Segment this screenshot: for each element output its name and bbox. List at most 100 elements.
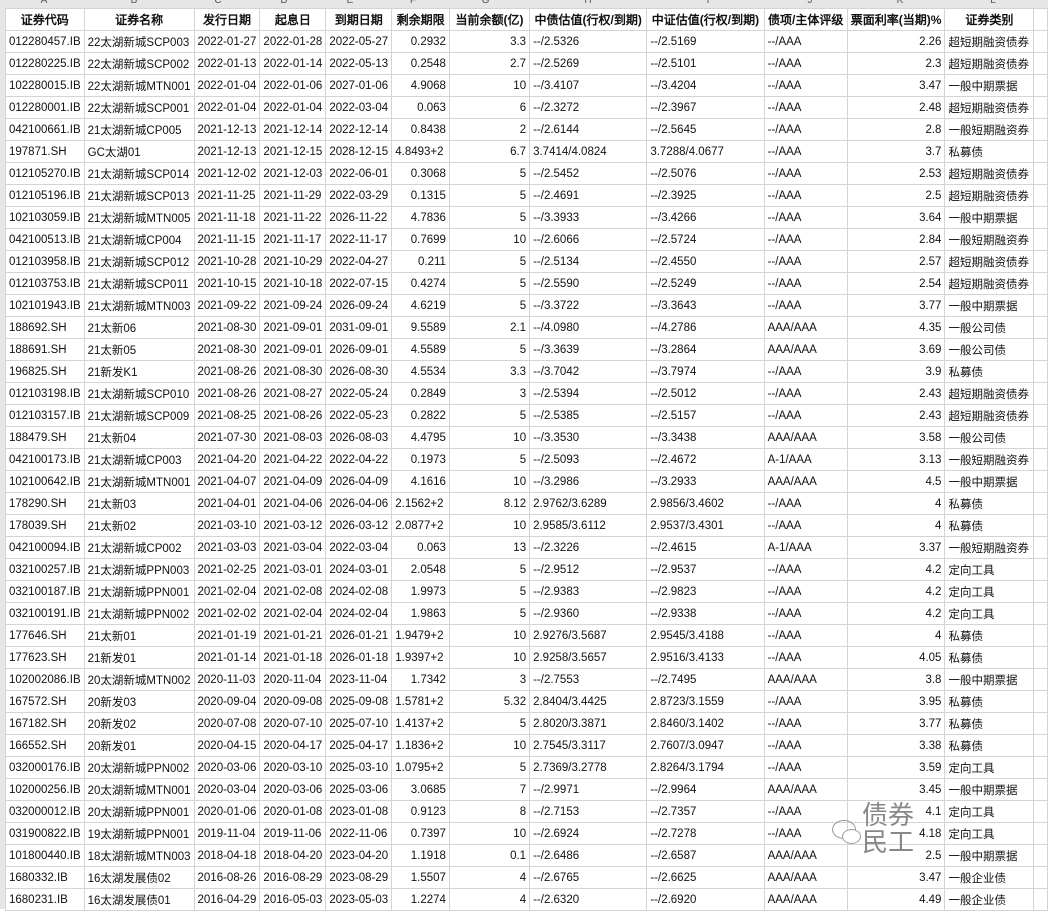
table-cell[interactable]: 2020-09-08	[259, 690, 327, 713]
table-cell[interactable]: 2016-05-03	[259, 888, 327, 911]
table-cell[interactable]: 0.8438	[391, 118, 450, 141]
table-cell[interactable]: --/3.3722	[529, 294, 648, 317]
table-cell[interactable]: AAA/AAA	[763, 866, 848, 889]
table-cell[interactable]: 2024-02-08	[325, 580, 393, 603]
table-cell[interactable]: --/2.7153	[529, 800, 648, 823]
overflow-cell[interactable]	[1033, 756, 1048, 779]
table-cell[interactable]: 私募债	[944, 514, 1035, 537]
column-letter[interactable]: L	[990, 0, 996, 6]
table-cell[interactable]: --/2.6144	[529, 118, 648, 141]
table-cell[interactable]: --/2.7553	[529, 668, 648, 691]
table-cell[interactable]: 2022-04-22	[325, 448, 393, 471]
table-cell[interactable]: 2.57	[846, 250, 946, 273]
table-cell[interactable]: 2023-01-08	[325, 800, 393, 823]
table-cell[interactable]: --/2.6625	[646, 866, 765, 889]
table-cell[interactable]: 20新发01	[83, 734, 195, 757]
table-cell[interactable]: 2021-03-12	[259, 514, 327, 537]
table-cell[interactable]: 8.12	[448, 492, 531, 515]
table-cell[interactable]: 定向工具	[944, 580, 1035, 603]
overflow-cell[interactable]	[1033, 448, 1048, 471]
table-cell[interactable]: --/AAA	[763, 96, 848, 119]
table-cell[interactable]: 2.8404/3.4425	[529, 690, 648, 713]
overflow-cell[interactable]	[1033, 272, 1048, 295]
table-cell[interactable]: 2021-04-20	[193, 448, 261, 471]
table-cell[interactable]: 21太湖新城CP003	[83, 448, 195, 471]
table-cell[interactable]: --/2.9971	[529, 778, 648, 801]
table-cell[interactable]: --/AAA	[763, 162, 848, 185]
table-cell[interactable]: 196825.SH	[5, 360, 85, 383]
table-cell[interactable]: 3.77	[846, 294, 946, 317]
table-cell[interactable]: --/2.4672	[646, 448, 765, 471]
table-cell[interactable]: 2021-11-17	[259, 228, 327, 251]
table-cell[interactable]: 012105196.IB	[5, 184, 85, 207]
table-cell[interactable]: 16太湖发展债02	[83, 866, 195, 889]
table-cell[interactable]: 2.9585/3.6112	[529, 514, 648, 537]
table-cell[interactable]: 一般公司债	[944, 338, 1035, 361]
column-header[interactable]: 中证估值(行权/到期)	[646, 8, 765, 31]
table-cell[interactable]: 20新发02	[83, 712, 195, 735]
column-letter[interactable]: J	[807, 0, 813, 6]
table-cell[interactable]: 一般中期票据	[944, 844, 1035, 867]
table-cell[interactable]: 1.0795+2	[391, 756, 450, 779]
table-cell[interactable]: 102002086.IB	[5, 668, 85, 691]
table-cell[interactable]: 2.3	[846, 52, 946, 75]
table-cell[interactable]: --/2.6320	[529, 888, 648, 911]
table-cell[interactable]: 超短期融资债券	[944, 30, 1035, 53]
table-cell[interactable]: 2.0877+2	[391, 514, 450, 537]
table-cell[interactable]: 2022-05-23	[325, 404, 393, 427]
table-cell[interactable]: 2021-08-26	[259, 404, 327, 427]
table-cell[interactable]: 2021-12-15	[259, 140, 327, 163]
table-cell[interactable]: --/2.6587	[646, 844, 765, 867]
table-cell[interactable]: 177646.SH	[5, 624, 85, 647]
table-cell[interactable]: 2021-09-01	[259, 338, 327, 361]
overflow-cell[interactable]	[1033, 184, 1048, 207]
table-cell[interactable]: 一般短期融资券	[944, 228, 1035, 251]
table-cell[interactable]: 4	[846, 624, 946, 647]
table-cell[interactable]: 20太湖新城MTN002	[83, 668, 195, 691]
column-letter[interactable]: C	[214, 0, 222, 6]
overflow-cell[interactable]	[1033, 712, 1048, 735]
overflow-cell[interactable]	[1033, 206, 1048, 229]
table-cell[interactable]: 2031-09-01	[325, 316, 393, 339]
overflow-cell[interactable]	[1033, 602, 1048, 625]
table-cell[interactable]: 一般中期票据	[944, 206, 1035, 229]
table-cell[interactable]: 2018-04-18	[193, 844, 261, 867]
table-cell[interactable]: 2021-03-04	[259, 536, 327, 559]
table-cell[interactable]: 2021-03-03	[193, 536, 261, 559]
table-cell[interactable]: 101800440.IB	[5, 844, 85, 867]
table-cell[interactable]: 2026-08-03	[325, 426, 393, 449]
table-cell[interactable]: 0.2548	[391, 52, 450, 75]
table-cell[interactable]: GC太湖01	[83, 140, 195, 163]
table-cell[interactable]: 2020-03-10	[259, 756, 327, 779]
table-cell[interactable]: --/2.6924	[529, 822, 648, 845]
table-cell[interactable]: 8	[448, 800, 531, 823]
table-cell[interactable]: 2021-02-25	[193, 558, 261, 581]
table-cell[interactable]: 2026-03-12	[325, 514, 393, 537]
table-cell[interactable]: --/AAA	[763, 250, 848, 273]
table-cell[interactable]: 21太湖新城CP002	[83, 536, 195, 559]
table-cell[interactable]: 一般短期融资券	[944, 118, 1035, 141]
table-cell[interactable]: 0.1	[448, 844, 531, 867]
table-cell[interactable]: 21太湖新城MTN001	[83, 470, 195, 493]
table-cell[interactable]: 012280001.IB	[5, 96, 85, 119]
column-letter[interactable]: F	[409, 0, 417, 6]
column-header[interactable]: 当前余额(亿)	[448, 8, 531, 31]
table-cell[interactable]: 3.77	[846, 712, 946, 735]
table-cell[interactable]: 一般企业债	[944, 888, 1035, 911]
table-cell[interactable]: 10	[448, 734, 531, 757]
table-cell[interactable]: AAA/AAA	[763, 426, 848, 449]
table-cell[interactable]: --/2.5645	[646, 118, 765, 141]
table-cell[interactable]: 3.59	[846, 756, 946, 779]
table-cell[interactable]: --/AAA	[763, 492, 848, 515]
table-cell[interactable]: 2019-11-04	[193, 822, 261, 845]
table-cell[interactable]: --/2.9338	[646, 602, 765, 625]
table-cell[interactable]: --/AAA	[763, 272, 848, 295]
table-cell[interactable]: --/3.4266	[646, 206, 765, 229]
table-cell[interactable]: 私募债	[944, 624, 1035, 647]
table-cell[interactable]: 超短期融资债券	[944, 52, 1035, 75]
table-cell[interactable]: 4.5589	[391, 338, 450, 361]
table-cell[interactable]: 2021-11-29	[259, 184, 327, 207]
table-cell[interactable]: 1.9863	[391, 602, 450, 625]
overflow-cell[interactable]	[1033, 646, 1048, 669]
table-cell[interactable]: --/3.2864	[646, 338, 765, 361]
